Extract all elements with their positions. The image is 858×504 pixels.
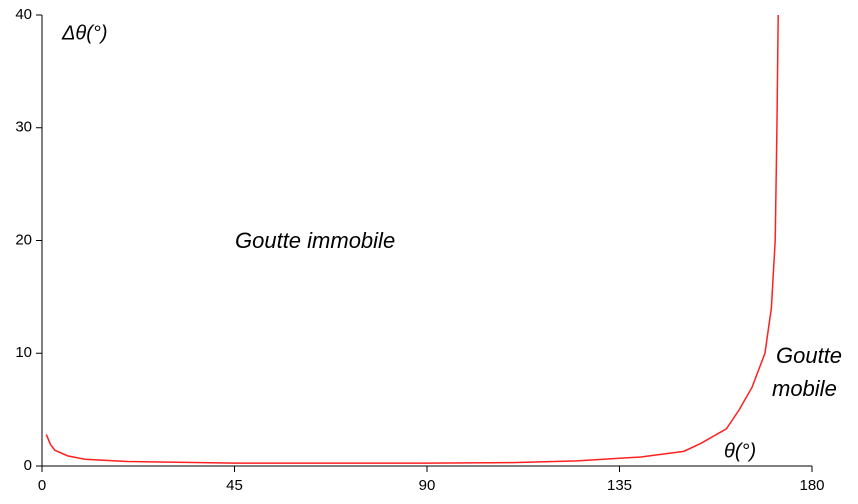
y-tick-label: 0 — [24, 457, 32, 474]
annotation: mobile — [772, 376, 837, 401]
x-tick-label: 45 — [226, 477, 243, 494]
x-tick-label: 0 — [38, 477, 46, 494]
x-axis-label: θ(°) — [724, 440, 756, 462]
y-tick-label: 30 — [15, 119, 32, 136]
annotation: Goutte immobile — [235, 228, 395, 253]
x-tick-label: 90 — [419, 477, 436, 494]
y-tick-label: 10 — [15, 344, 32, 361]
y-axis-label: Δθ(°) — [61, 22, 108, 44]
annotation: Goutte — [776, 343, 842, 368]
x-tick-label: 180 — [799, 477, 824, 494]
y-tick-label: 40 — [15, 6, 32, 23]
x-tick-label: 135 — [607, 477, 632, 494]
y-tick-label: 20 — [15, 231, 32, 248]
line — [45, 14, 779, 464]
